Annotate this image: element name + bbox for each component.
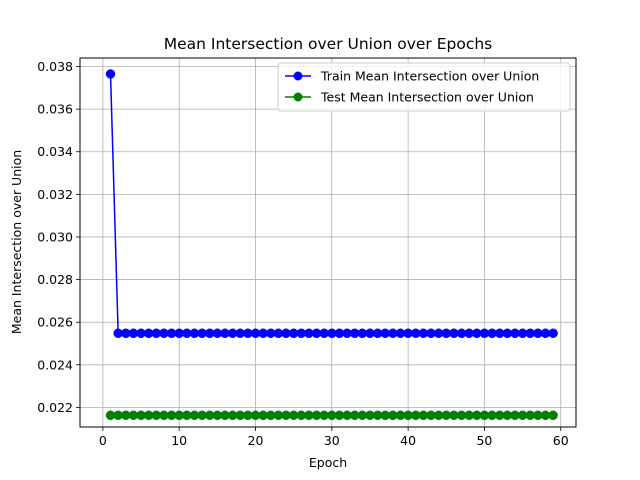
- chart-title: Mean Intersection over Union over Epochs: [164, 35, 493, 53]
- y-tick-label: 0.036: [37, 102, 73, 117]
- plot-frame: [79, 57, 577, 428]
- data-point: [548, 328, 558, 339]
- x-tick-label: 10: [171, 433, 187, 448]
- y-tick-label: 0.022: [37, 400, 73, 415]
- x-tick-label: 30: [324, 433, 340, 448]
- legend-label: Train Mean Intersection over Union: [320, 69, 539, 84]
- legend-label: Test Mean Intersection over Union: [320, 90, 534, 105]
- series-0: [105, 69, 558, 339]
- series-1: [105, 410, 558, 421]
- y-tick-label: 0.034: [37, 144, 73, 159]
- legend: Train Mean Intersection over Union Test M…: [277, 62, 571, 112]
- x-tick-label: 60: [553, 433, 569, 448]
- x-axis-label: Epoch: [309, 455, 347, 470]
- series-layer: [105, 69, 558, 421]
- data-point: [548, 410, 558, 421]
- x-tick-label: 20: [248, 433, 264, 448]
- legend-swatch-marker: [293, 92, 303, 102]
- x-tick-label: 40: [400, 433, 416, 448]
- y-tick-label: 0.038: [37, 59, 73, 74]
- x-axis-ticks: 0 10 20 30 40 50 60: [99, 427, 569, 448]
- legend-item: Train Mean Intersection over Union: [285, 69, 539, 84]
- data-point: [105, 69, 116, 79]
- legend-item: Test Mean Intersection over Union: [285, 90, 534, 105]
- y-tick-label: 0.030: [37, 229, 73, 244]
- y-tick-label: 0.026: [37, 315, 73, 330]
- legend-box: [277, 62, 571, 112]
- x-tick-label: 50: [476, 433, 492, 448]
- y-axis-label: Mean Intersection over Union: [9, 150, 24, 334]
- x-tick-label: 0: [99, 433, 107, 448]
- y-tick-label: 0.028: [37, 272, 73, 287]
- y-axis-ticks: 0.022 0.024 0.026 0.028 0.030 0.032 0.034 0.036…: [37, 59, 80, 415]
- y-tick-label: 0.024: [37, 357, 73, 372]
- y-tick-label: 0.032: [37, 187, 73, 202]
- legend-swatch-marker: [293, 71, 303, 81]
